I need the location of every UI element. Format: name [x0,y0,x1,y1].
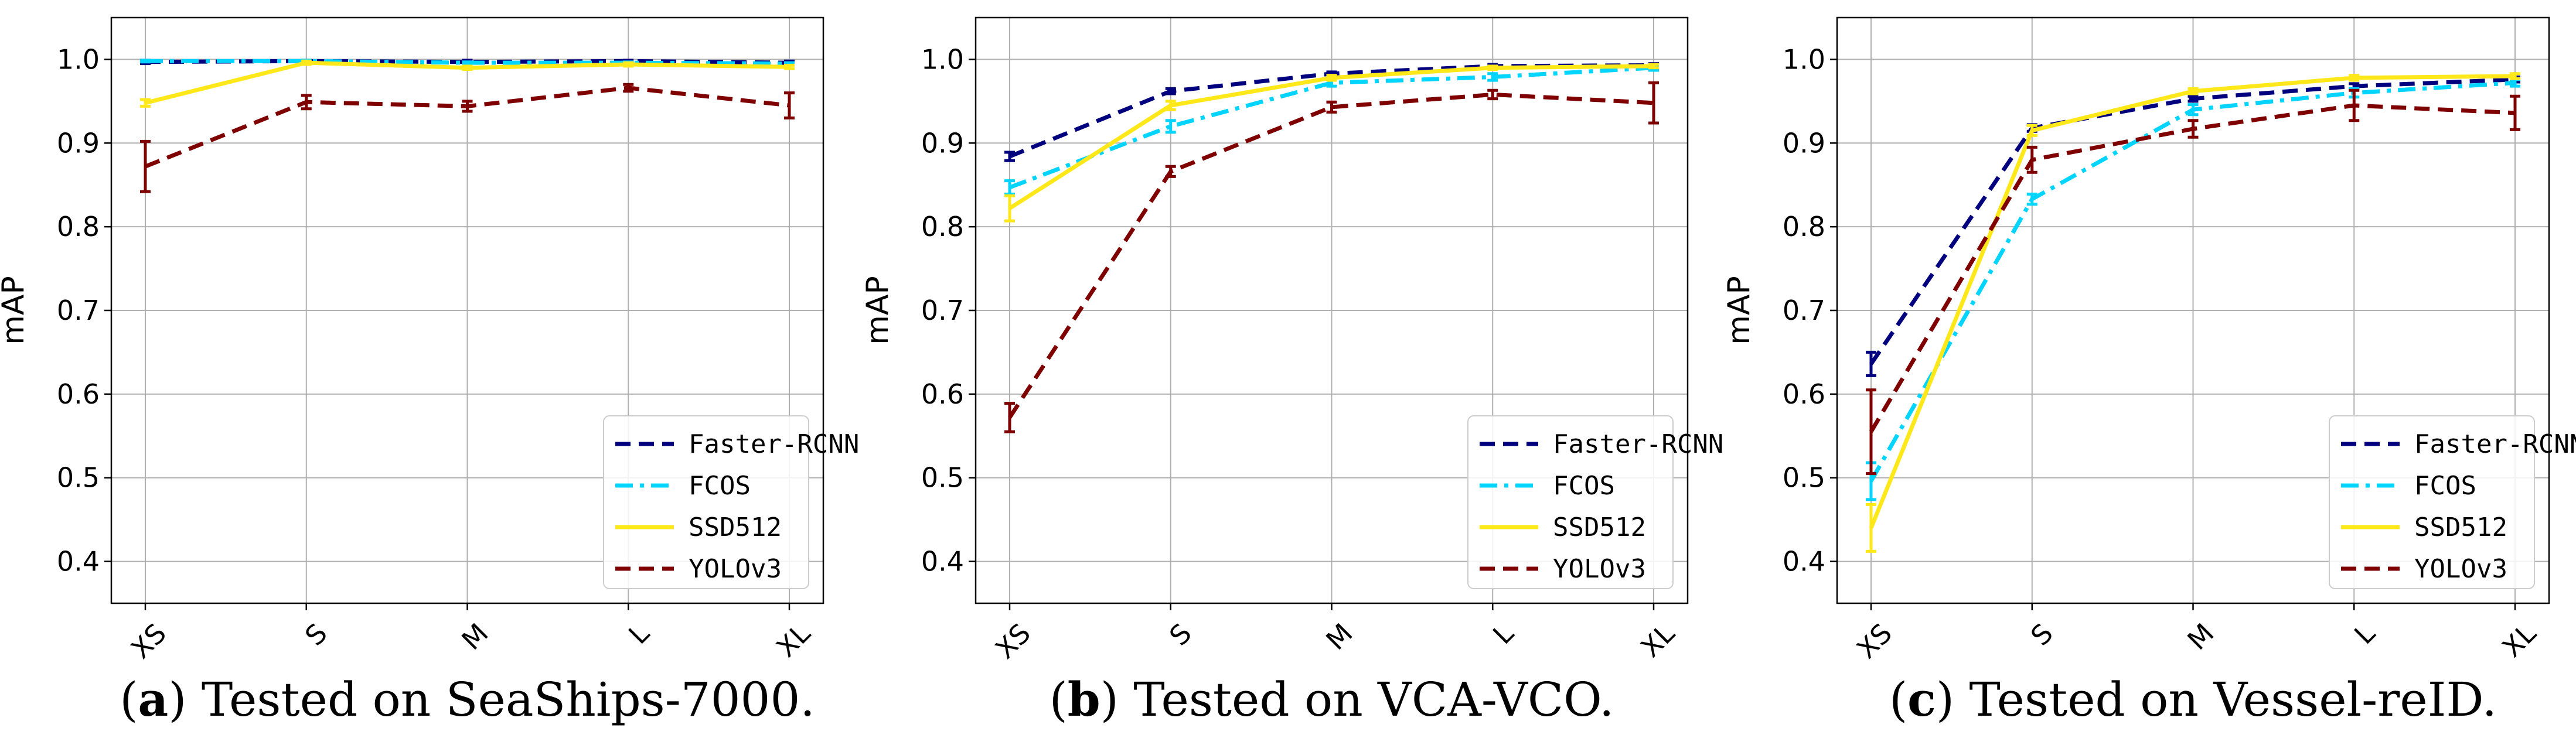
legend-label: SSD512 [689,512,782,542]
series-yolov3 [1866,88,2520,476]
y-tick-label: 0.9 [921,127,964,159]
y-tick-label: 0.7 [1783,295,1825,326]
y-axis-label: mAP [860,276,895,345]
legend-label: FCOS [2414,471,2476,501]
legend-box [2329,415,2535,589]
series-ssd512 [1004,63,1659,223]
y-tick-label: 0.8 [57,211,100,242]
y-tick-label: 1.0 [921,43,964,75]
y-tick-label: 0.5 [1783,462,1825,494]
y-axis-label: mAP [1722,276,1757,345]
panel-caption: (c) Tested on Vessel-reID. [1889,672,2497,727]
legend-label: Faster-RCNN [1553,429,1723,459]
legend-label: FCOS [689,471,751,501]
y-tick-label: 0.5 [921,462,964,494]
chart-panel-c: 0.40.50.60.70.80.91.0XS S M L XLmAPFaster-RC… [1722,16,2576,727]
y-tick-label: 0.4 [1783,546,1825,577]
panel-caption: (b) Tested on VCA-VCO. [1050,672,1614,727]
legend-label: YOLOv3 [689,554,782,584]
legend-label: YOLOv3 [2414,554,2507,584]
legend-label: SSD512 [1553,512,1646,542]
panel-caption: (a) Tested on SeaShips-7000. [120,672,815,727]
legend-label: Faster-RCNN [689,429,859,459]
y-tick-label: 0.5 [57,462,100,494]
legend: Faster-RCNN FCOS SSD512 YOLOv3 [603,415,859,589]
y-tick-label: 0.4 [57,546,100,577]
y-tick-label: 0.4 [921,546,964,577]
legend-label: SSD512 [2414,512,2507,542]
y-tick-label: 0.7 [921,295,964,326]
y-tick-label: 0.6 [921,378,964,410]
series-line [1008,92,1654,419]
y-tick-label: 0.9 [57,127,100,159]
plot-frame [974,16,1689,604]
y-tick-label: 0.8 [921,211,964,242]
legend-box [603,415,809,589]
y-tick-label: 1.0 [1783,43,1825,75]
y-tick-label: 0.8 [1783,211,1825,242]
plot-frame [110,16,824,604]
legend-label: Faster-RCNN [2414,429,2576,459]
legend-box [1467,415,1674,589]
series-yolov3 [1004,81,1659,433]
legend: Faster-RCNN FCOS SSD512 YOLOv3 [2329,415,2576,589]
y-axis-label: mAP [0,276,31,345]
y-tick-label: 0.6 [57,378,100,410]
legend: Faster-RCNN FCOS SSD512 YOLOv3 [1467,415,1723,589]
plot-frame [1836,16,2550,604]
series-ssd512 [140,59,795,108]
series-yolov3 [140,83,795,193]
chart-panel-b: 0.40.50.60.70.80.91.0XS S M L XLmAPFaster-RC… [860,16,1723,727]
y-tick-label: 0.7 [57,295,100,326]
y-tick-label: 1.0 [57,43,100,75]
legend-label: FCOS [1553,471,1615,501]
legend-label: YOLOv3 [1553,554,1646,584]
y-tick-label: 0.9 [1783,127,1825,159]
chart-panel-a: 0.40.50.60.70.80.91.0XS S M L XLmAPFaster-RC… [0,16,859,727]
y-tick-label: 0.6 [1783,378,1825,410]
series-ssd512 [1866,72,2520,553]
